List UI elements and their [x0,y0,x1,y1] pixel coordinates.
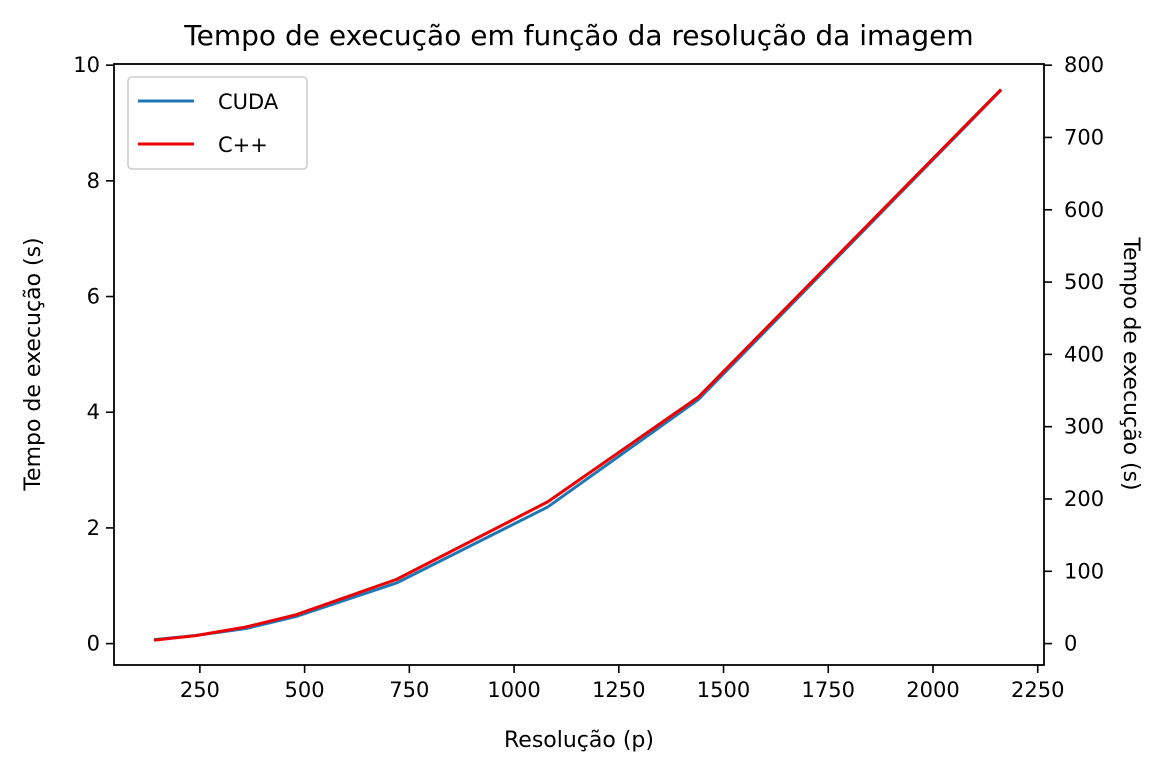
y-tick-label: 0 [87,632,100,656]
y2-axis-ticks: 0 100 200 300 400 500 600 700 800 [1044,53,1104,656]
y2-axis-label: Tempo de execução (s) [1118,236,1143,490]
x-axis-label: Resolução (p) [504,728,654,753]
y2-tick-label: 300 [1064,415,1104,439]
y-axis-ticks: 0 2 4 6 8 10 [73,53,114,656]
series-line-cuda [153,89,1003,642]
legend: CUDA C++ [127,76,308,170]
y2-tick-label: 800 [1064,53,1104,77]
x-tick-label: 2250 [1011,678,1064,702]
x-tick-label: 1750 [802,678,855,702]
y2-tick-label: 700 [1064,125,1104,149]
x-tick-label: 2000 [906,678,959,702]
y2-tick-label: 200 [1064,487,1104,511]
y-tick-label: 4 [87,400,100,424]
x-tick-label: 500 [285,678,325,702]
series-layer [153,88,1003,642]
series-line-c- [153,88,1003,642]
y2-tick-label: 0 [1064,632,1077,656]
x-tick-label: 250 [180,678,220,702]
y2-tick-label: 400 [1064,342,1104,366]
y-tick-label: 6 [87,285,100,309]
y2-tick-label: 500 [1064,270,1104,294]
x-tick-label: 1250 [592,678,645,702]
legend-label-cuda: CUDA [218,90,279,114]
y-tick-label: 2 [87,516,100,540]
x-tick-label: 750 [389,678,429,702]
y2-tick-label: 600 [1064,198,1104,222]
y2-tick-label: 100 [1064,559,1104,583]
y-tick-label: 8 [87,169,100,193]
plot-frame [113,63,1045,666]
x-tick-label: 1000 [487,678,540,702]
legend-label-cpp: C++ [218,133,268,157]
x-tick-label: 1500 [697,678,750,702]
y-axis-label: Tempo de execução (s) [21,237,46,491]
x-axis-ticks: 250 500 750 1000 1250 1500 1750 2000 2250 [180,665,1064,702]
y-tick-label: 10 [73,53,100,77]
chart-title: Tempo de execução em função da resolução… [183,19,973,52]
